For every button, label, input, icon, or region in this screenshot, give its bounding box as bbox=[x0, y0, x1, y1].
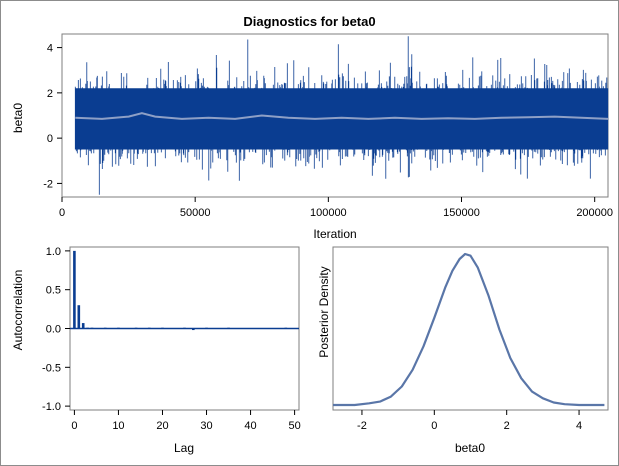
trace-y-tick-label: 2 bbox=[47, 88, 53, 100]
density-x-axis: -2 0 2 4 bbox=[357, 410, 582, 432]
acf-y-tick-label: -0.5 bbox=[42, 362, 61, 374]
trace-series bbox=[74, 36, 609, 195]
trace-x-tick-label: 200000 bbox=[576, 207, 613, 219]
acf-x-tick-label: 40 bbox=[244, 420, 256, 432]
trace-y-tick-label: 4 bbox=[47, 43, 53, 55]
trace-smoothed-line bbox=[75, 112, 609, 120]
acf-x-tick-label: 30 bbox=[200, 420, 212, 432]
acf-y-tick-label: -1.0 bbox=[42, 401, 61, 413]
density-marks bbox=[333, 252, 605, 407]
density-x-tick-label: 4 bbox=[576, 420, 582, 432]
trace-x-tick-label: 100000 bbox=[310, 207, 347, 219]
acf-y-tick-label: 1.0 bbox=[46, 246, 61, 258]
acf-marks bbox=[70, 250, 299, 331]
density-curve bbox=[333, 252, 605, 407]
chart-title: Diagnostics for beta0 bbox=[243, 14, 376, 29]
density-y-label: Posterior Density bbox=[317, 266, 331, 357]
density-x-tick-label: 0 bbox=[431, 420, 437, 432]
acf-bar bbox=[77, 305, 81, 329]
acf-bar bbox=[227, 327, 230, 329]
acf-bar bbox=[81, 323, 85, 329]
density-x-tick-label: 2 bbox=[504, 420, 510, 432]
trace-x-label: Iteration bbox=[313, 227, 356, 241]
trace-marks bbox=[74, 36, 609, 195]
acf-y-tick-label: 0.0 bbox=[46, 324, 61, 336]
acf-x-tick-label: 0 bbox=[71, 420, 77, 432]
acf-y-label: Autocorrelation bbox=[11, 270, 25, 351]
acf-x-label: Lag bbox=[174, 441, 194, 455]
trace-x-tick-label: 50000 bbox=[180, 207, 211, 219]
acf-bar bbox=[73, 250, 76, 329]
autocorrelation-panel: 0 10 20 30 40 50 -1.0 -0.5 0.0 0.5 1.0 Lag Autoco… bbox=[11, 246, 301, 455]
acf-bar bbox=[147, 327, 151, 329]
trace-y-axis: -2 0 2 4 bbox=[43, 43, 62, 190]
density-plot-area bbox=[332, 246, 609, 411]
acf-bar bbox=[90, 327, 94, 329]
trace-y-tick-label: -2 bbox=[43, 178, 53, 190]
acf-bar bbox=[117, 327, 120, 329]
acf-bar bbox=[103, 327, 107, 329]
acf-x-tick-label: 50 bbox=[288, 420, 300, 432]
trace-x-tick-label: 150000 bbox=[443, 207, 480, 219]
acf-x-tick-label: 20 bbox=[156, 420, 168, 432]
acf-bar bbox=[134, 327, 138, 329]
trace-y-tick-label: 0 bbox=[47, 133, 53, 145]
trace-x-axis: 0 50000 100000 150000 200000 bbox=[59, 197, 613, 219]
trace-y-label: beta0 bbox=[11, 103, 25, 133]
acf-bar bbox=[284, 327, 288, 329]
acf-x-axis: 0 10 20 30 40 50 bbox=[71, 410, 301, 432]
acf-bar bbox=[86, 327, 89, 329]
acf-x-tick-label: 10 bbox=[112, 420, 124, 432]
acf-bar bbox=[205, 327, 208, 329]
acf-y-tick-label: 0.5 bbox=[46, 285, 61, 297]
density-x-tick-label: -2 bbox=[357, 420, 367, 432]
density-panel: -2 0 2 4 beta0 Posterior Density bbox=[317, 246, 609, 455]
acf-y-axis: -1.0 -0.5 0.0 0.5 1.0 bbox=[42, 246, 70, 413]
trace-x-tick-label: 0 bbox=[59, 207, 65, 219]
acf-bar bbox=[183, 327, 186, 329]
trace-panel: 0 50000 100000 150000 200000 -2 0 2 4 Iteration… bbox=[11, 33, 613, 241]
density-x-label: beta0 bbox=[455, 441, 485, 455]
acf-bar bbox=[161, 327, 164, 329]
acf-bar bbox=[192, 328, 195, 331]
